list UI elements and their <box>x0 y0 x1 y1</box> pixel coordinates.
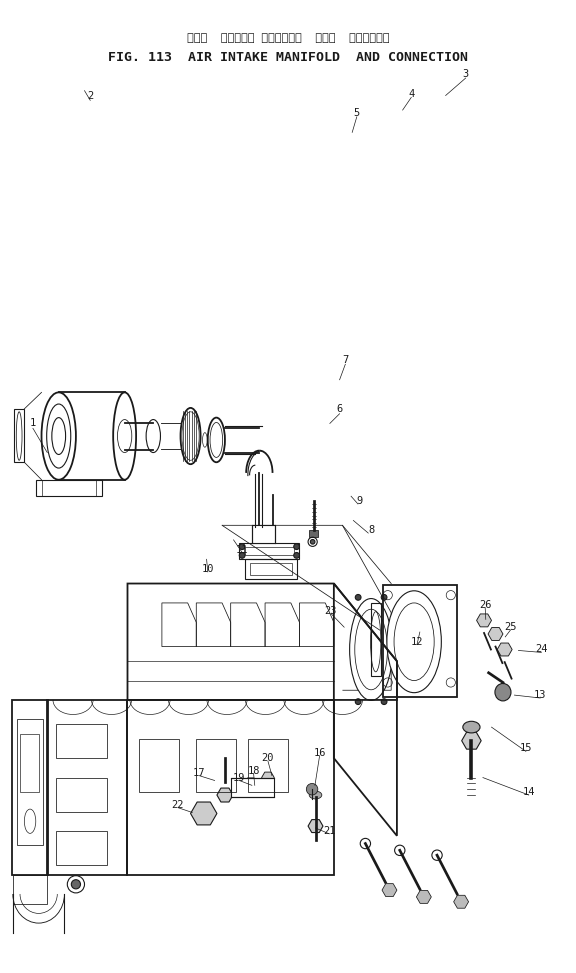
Circle shape <box>71 880 81 889</box>
Circle shape <box>381 699 387 704</box>
Ellipse shape <box>208 417 225 462</box>
Text: 15: 15 <box>520 743 532 753</box>
Ellipse shape <box>180 408 200 464</box>
Circle shape <box>239 544 245 550</box>
Ellipse shape <box>309 791 322 799</box>
Bar <box>230 777 274 797</box>
Text: 16: 16 <box>313 748 326 758</box>
Bar <box>139 739 179 792</box>
Circle shape <box>294 544 300 550</box>
Text: 11: 11 <box>236 545 248 555</box>
Bar <box>56 831 108 865</box>
Text: 12: 12 <box>411 636 423 647</box>
Ellipse shape <box>350 598 393 701</box>
Text: 24: 24 <box>535 644 548 655</box>
Text: 2: 2 <box>87 91 93 101</box>
Text: 20: 20 <box>262 753 274 763</box>
Text: エアー  インテーク マニホールド  および  コネクション: エアー インテーク マニホールド および コネクション <box>187 33 389 43</box>
Text: 7: 7 <box>342 355 348 366</box>
Circle shape <box>294 553 300 559</box>
Text: 25: 25 <box>504 622 517 632</box>
Text: 9: 9 <box>357 496 363 506</box>
Circle shape <box>306 783 318 795</box>
Bar <box>252 525 275 543</box>
Bar <box>248 739 288 792</box>
Text: 5: 5 <box>354 108 360 118</box>
Text: 26: 26 <box>479 600 491 610</box>
Text: 23: 23 <box>325 605 337 616</box>
Bar <box>14 409 24 462</box>
Bar <box>17 719 43 846</box>
Text: 14: 14 <box>522 787 535 797</box>
Ellipse shape <box>495 683 511 701</box>
Bar <box>56 777 108 811</box>
Bar <box>56 724 108 758</box>
Bar <box>382 586 457 697</box>
Text: 13: 13 <box>534 690 547 701</box>
Text: FIG. 113  AIR INTAKE MANIFOLD  AND CONNECTION: FIG. 113 AIR INTAKE MANIFOLD AND CONNECT… <box>108 52 468 64</box>
Text: 17: 17 <box>193 768 206 777</box>
Ellipse shape <box>387 591 441 693</box>
Ellipse shape <box>463 721 480 733</box>
Text: 8: 8 <box>368 525 374 535</box>
Text: 4: 4 <box>408 89 414 98</box>
Circle shape <box>239 553 245 559</box>
Circle shape <box>355 595 361 600</box>
Text: 18: 18 <box>247 766 260 775</box>
Text: 10: 10 <box>202 564 214 574</box>
Circle shape <box>381 595 387 600</box>
Circle shape <box>355 699 361 704</box>
Bar <box>196 739 236 792</box>
Polygon shape <box>309 530 319 537</box>
Bar <box>20 734 39 792</box>
Text: 6: 6 <box>336 404 343 414</box>
Text: 1: 1 <box>30 418 36 428</box>
Ellipse shape <box>234 779 246 791</box>
Text: 19: 19 <box>233 773 245 782</box>
Text: 22: 22 <box>172 800 184 810</box>
Text: 21: 21 <box>323 826 336 836</box>
Text: 3: 3 <box>463 69 469 79</box>
Circle shape <box>310 539 315 544</box>
